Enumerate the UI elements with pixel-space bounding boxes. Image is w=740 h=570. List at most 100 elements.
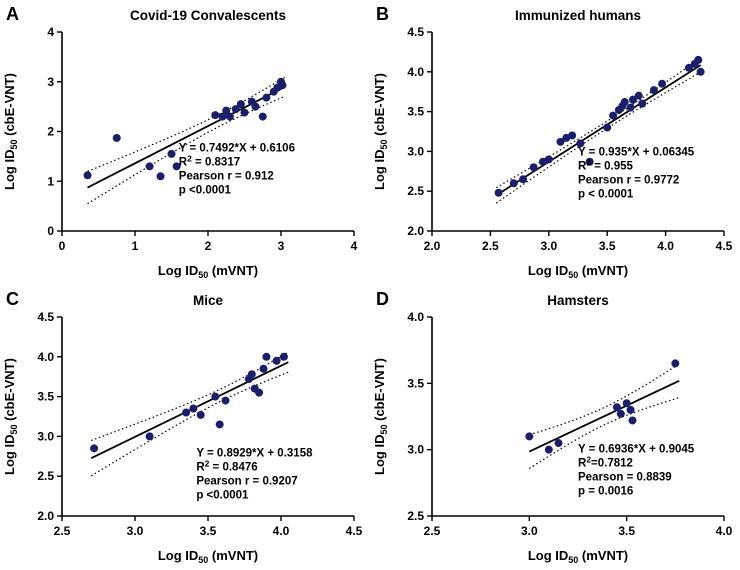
data-point: [658, 79, 667, 88]
ci-upper: [529, 363, 680, 436]
data-point: [83, 171, 92, 180]
y-tick-label: 3.5: [37, 390, 54, 404]
data-point: [172, 162, 181, 171]
data-point: [156, 172, 165, 181]
x-tick-label: 2: [205, 239, 212, 253]
ci-upper: [495, 57, 701, 189]
data-point: [620, 98, 629, 107]
data-point: [145, 162, 154, 171]
data-point: [112, 133, 121, 142]
y-tick-label: 3.5: [407, 376, 424, 390]
y-tick-label: 2.0: [407, 224, 424, 238]
data-point: [634, 91, 643, 100]
x-tick-label: 4.0: [716, 524, 733, 538]
data-point: [529, 163, 538, 172]
data-point: [182, 408, 191, 417]
data-point: [211, 392, 220, 401]
x-tick-label: 4.5: [346, 524, 363, 538]
panel-letter: B: [376, 4, 389, 24]
x-tick-label: 4.0: [657, 239, 674, 253]
data-point: [279, 352, 288, 361]
data-point: [145, 432, 154, 441]
y-tick-label: 3.0: [407, 144, 424, 158]
data-point: [554, 439, 563, 448]
stats-line: R2 = 0.955: [578, 157, 634, 172]
data-point: [218, 112, 227, 121]
y-tick-label: 2.5: [37, 469, 54, 483]
data-point: [638, 99, 647, 108]
data-point: [255, 388, 264, 397]
stats-line: R2 = 0.8476: [196, 458, 257, 473]
data-point: [240, 108, 249, 117]
data-point: [544, 155, 553, 164]
x-tick-label: 0: [59, 239, 66, 253]
panel-title: Mice: [193, 293, 224, 308]
data-point: [626, 103, 635, 112]
ci-lower: [529, 396, 680, 469]
x-tick-label: 3: [278, 239, 285, 253]
ci-upper: [87, 76, 285, 172]
x-tick-label: 3.0: [521, 524, 538, 538]
stats-line: Y = 0.8929*X + 0.3158: [196, 447, 313, 459]
data-point: [616, 409, 625, 418]
panel-d-chart: 2.5 3.0 3.5 4.0 2.5 3.0 3.5 4.0 D Hamsters Log ID5…: [372, 289, 733, 565]
y-tick-label: 4.5: [407, 25, 424, 39]
data-point: [189, 404, 198, 413]
axes: [61, 32, 354, 232]
regression-line: [495, 64, 702, 197]
y-tick-label: 2.5: [407, 184, 424, 198]
stats-line: R2=0.7812: [578, 454, 633, 469]
y-tick-label: 4.5: [37, 310, 54, 324]
data-point: [236, 100, 245, 109]
panel-b-chart: 2.0 2.5 3.0 3.5 4.0 4.5 2.0 2.5 3.0 3.5 4.0 4.5 B Imm…: [372, 4, 733, 280]
panel-a-chart: 0 1 2 3 4 0 1 2 3 4 A Covid-19 Convalescents Log ID5…: [2, 4, 358, 280]
data-point: [612, 403, 621, 412]
x-tick-label: 1: [132, 239, 139, 253]
ci-lower: [495, 71, 701, 204]
data-point: [251, 102, 260, 111]
y-tick-label: 2.0: [37, 509, 54, 523]
data-point: [222, 106, 231, 115]
y-axis-title: Log ID50 (cbE-VNT): [372, 73, 389, 190]
y-tick-label: 1: [47, 174, 54, 188]
data-point: [671, 359, 680, 368]
y-tick-label: 3.5: [407, 105, 424, 119]
data-point: [603, 123, 612, 132]
panel-title: Covid-19 Convalescents: [130, 8, 286, 23]
data-point: [258, 112, 267, 121]
data-point: [221, 396, 230, 405]
data-point: [262, 352, 271, 361]
x-axis-title: Log ID50 (mVNT): [158, 263, 258, 280]
y-tick-label: 3: [47, 75, 54, 89]
data-point: [509, 179, 518, 188]
data-point: [231, 105, 240, 114]
y-tick-label: 4: [47, 25, 54, 39]
data-point: [211, 111, 220, 120]
y-tick-label: 0: [47, 224, 54, 238]
data-point: [90, 444, 99, 453]
x-tick-label: 2.5: [424, 524, 441, 538]
x-tick-label: 2.0: [424, 239, 441, 253]
x-tick-label: 4.5: [716, 239, 733, 253]
y-tick-label: 4.0: [37, 350, 54, 364]
data-point: [272, 356, 281, 365]
stats-line: p < 0.0001: [578, 188, 634, 200]
x-tick-label: 4: [351, 239, 358, 253]
data-point: [247, 370, 256, 379]
stats-line: p <0.0001: [196, 489, 249, 501]
data-point: [622, 399, 631, 408]
y-tick-label: 2.5: [407, 509, 424, 523]
x-tick-label: 2.5: [482, 239, 499, 253]
axes: [431, 32, 724, 232]
y-tick-label: 3.0: [37, 429, 54, 443]
data-point: [519, 175, 528, 184]
x-tick-label: 3.5: [618, 524, 635, 538]
data-point: [649, 86, 658, 95]
panel-title: Immunized humans: [515, 8, 641, 23]
y-axis-title: Log ID50 (cbE-VNT): [2, 358, 19, 475]
stats-line: Y = 0.935*X + 0.06345: [578, 146, 695, 158]
panel-letter: C: [6, 289, 19, 309]
panel-c-chart: 2.5 3.0 3.5 4.0 4.52.02.53.03.54.04.5C MiceLo…: [2, 289, 363, 565]
y-tick-label: 4.0: [407, 65, 424, 79]
